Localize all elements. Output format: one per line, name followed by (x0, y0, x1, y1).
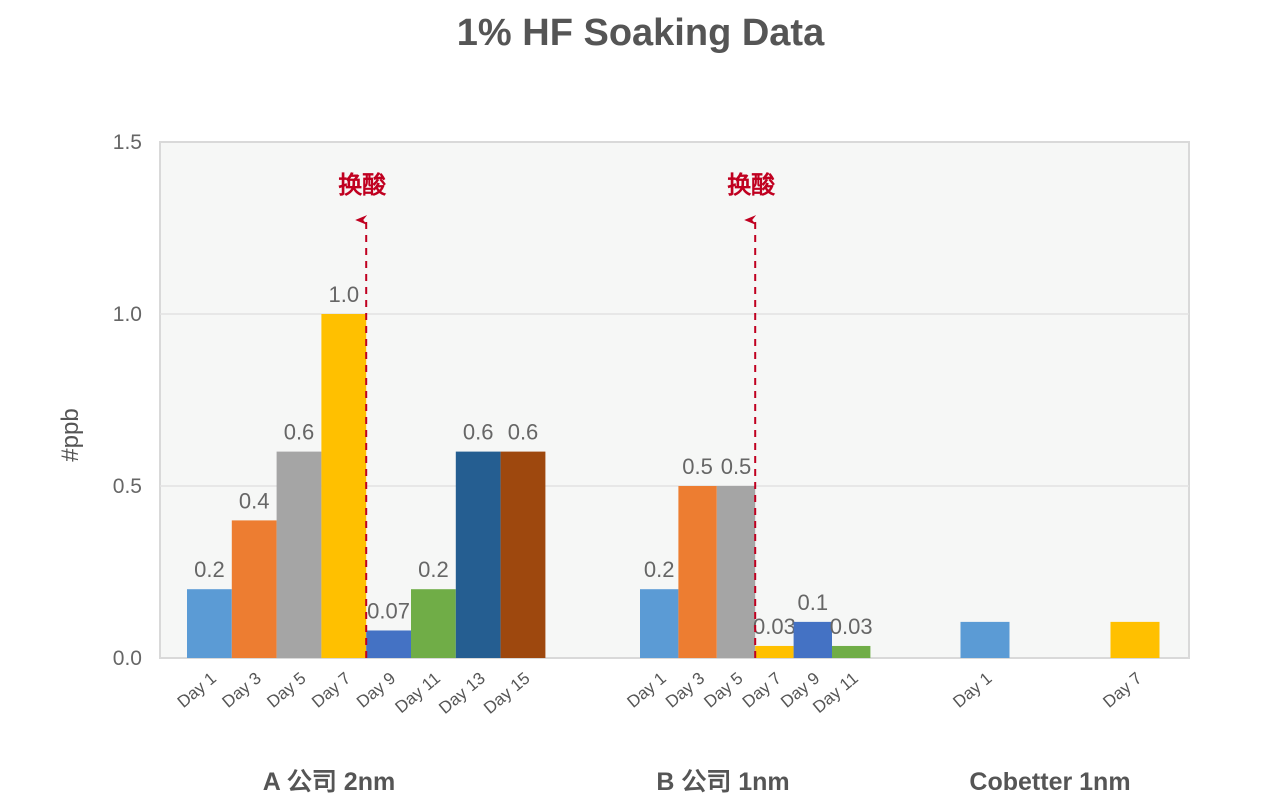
bar (678, 486, 717, 658)
x-tick-label: Day 15 (480, 669, 533, 718)
x-tick-label: Day 9 (353, 669, 399, 712)
bar (500, 451, 546, 658)
data-label: 1.0 (329, 282, 360, 307)
group-label: B 公司 1nm (656, 768, 789, 796)
annotation-label: 换酸 (338, 171, 387, 199)
bar (793, 621, 832, 658)
data-label: 0.03 (830, 614, 873, 639)
data-label: 0.6 (463, 420, 494, 445)
group-label: A 公司 2nm (263, 768, 395, 796)
x-tick-label: Day 7 (308, 669, 354, 712)
bar (755, 645, 794, 658)
x-tick-label: Day 3 (219, 669, 265, 712)
data-label: 0.03 (753, 614, 796, 639)
x-tick-label: Day 7 (1099, 669, 1145, 712)
bar (455, 451, 501, 658)
x-tick-label: Day 1 (624, 669, 670, 712)
bar (640, 589, 679, 658)
bar (187, 589, 232, 658)
data-label: 0.5 (721, 454, 752, 479)
x-tick-label: Day 5 (263, 669, 309, 712)
bar (1110, 621, 1160, 658)
x-tick-label: Day 13 (435, 669, 488, 718)
data-label: 0.6 (508, 420, 539, 445)
bar (231, 520, 277, 658)
group-label: Cobetter 1nm (969, 768, 1130, 796)
y-tick-label: 0.5 (113, 475, 142, 498)
bar (832, 645, 871, 658)
data-label: 0.2 (194, 557, 225, 582)
data-label: 0.4 (239, 488, 270, 513)
chart-title: 1% HF Soaking Data (456, 12, 825, 54)
y-tick-label: 1.0 (113, 303, 142, 326)
bar (276, 451, 322, 658)
bar (960, 621, 1010, 658)
bar (716, 486, 756, 658)
bar (321, 314, 367, 658)
annotation-label: 换酸 (727, 171, 776, 199)
data-label: 0.2 (418, 557, 449, 582)
bar (411, 589, 456, 658)
x-tick-label: Day 1 (949, 669, 995, 712)
x-tick-label: Day 3 (662, 669, 708, 712)
y-tick-label: 1.5 (113, 131, 142, 154)
bar (366, 630, 411, 658)
data-label: 0.6 (284, 420, 315, 445)
data-label: 0.07 (367, 598, 410, 623)
y-tick-label: 0.0 (113, 647, 142, 670)
data-label: 0.5 (682, 454, 713, 479)
x-tick-label: Day 1 (174, 669, 220, 712)
x-tick-label: Day 7 (739, 669, 785, 712)
y-axis-label: #ppb (57, 408, 84, 461)
x-tick-label: Day 11 (391, 669, 444, 717)
x-tick-label: Day 5 (700, 669, 746, 712)
data-label: 0.1 (798, 590, 829, 615)
data-label: 0.2 (644, 557, 675, 582)
